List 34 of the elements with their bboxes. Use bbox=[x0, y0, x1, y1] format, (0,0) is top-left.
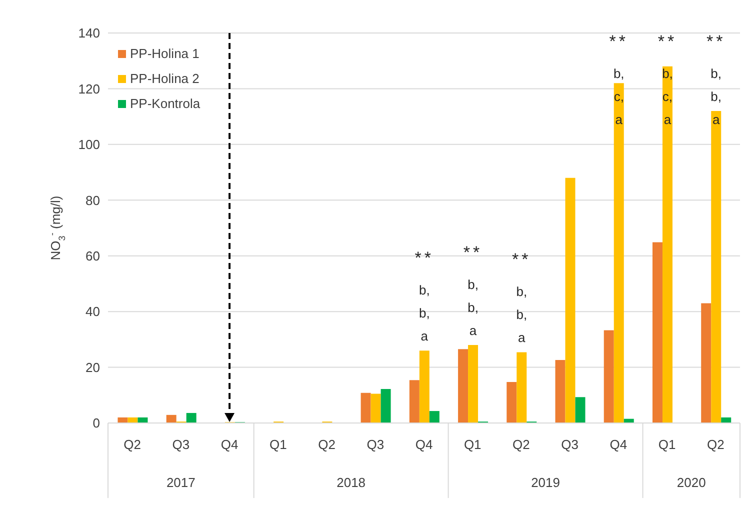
x-tick-label: Q4 bbox=[610, 437, 628, 452]
y-tick-label: 60 bbox=[86, 248, 100, 264]
x-tick-label: Q3 bbox=[366, 437, 384, 452]
data-label: ** b, c, a bbox=[658, 32, 678, 127]
text: 2018 bbox=[336, 475, 366, 490]
legend-label: PP-Holina 2 bbox=[130, 70, 200, 88]
legend-label: PP-Kontrola bbox=[130, 95, 200, 113]
x-tick-label: Q2 bbox=[318, 437, 336, 452]
y-tick-label: 20 bbox=[86, 360, 100, 375]
x-tick-label: Q2 bbox=[124, 437, 141, 452]
x-tick-label: Q1 bbox=[269, 437, 287, 452]
data-label: ** b, c, a bbox=[609, 32, 628, 127]
data-label: ** b, b, a bbox=[463, 243, 483, 338]
x-tick-label: Q3 bbox=[172, 437, 190, 452]
y-tick-label: 40 bbox=[86, 304, 100, 320]
legend-label: PP-Holina 1 bbox=[130, 45, 200, 63]
text: 2020 bbox=[676, 475, 706, 490]
y-tick-label: 140 bbox=[78, 26, 100, 41]
x-tick-label: Q1 bbox=[658, 437, 676, 452]
x-tick-label: Q4 bbox=[415, 437, 433, 452]
x-tick-label: Q2 bbox=[707, 437, 724, 452]
y-tick-label: 100 bbox=[78, 137, 100, 152]
x-tick-label: Q2 bbox=[512, 437, 530, 452]
x-tick-label: Q3 bbox=[561, 437, 579, 452]
text: 2017 bbox=[166, 475, 196, 490]
x-tick-label: Q4 bbox=[220, 437, 238, 452]
y-tick-label: 80 bbox=[86, 192, 100, 208]
data-label: ** b, b, a bbox=[414, 248, 434, 344]
y-tick-label: 0 bbox=[92, 416, 100, 431]
x-tick-label: Q1 bbox=[464, 437, 482, 452]
data-label: ** b, b, a bbox=[706, 32, 726, 127]
y-tick-label: 120 bbox=[78, 81, 100, 96]
text: 2019 bbox=[531, 475, 560, 490]
data-label: ** b, b, a bbox=[512, 250, 532, 346]
